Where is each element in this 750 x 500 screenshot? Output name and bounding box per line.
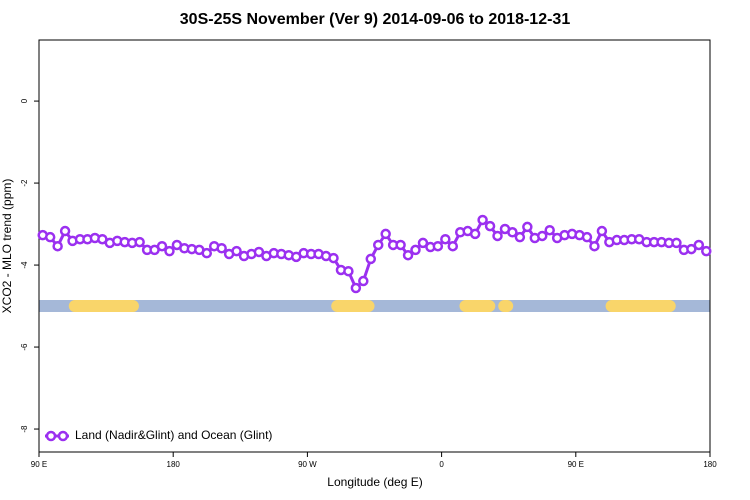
data-point [484,220,496,232]
data-point [589,240,600,252]
x-axis-label: Longitude (deg E) [327,475,422,489]
data-point [380,228,391,240]
data-point [440,233,451,245]
data-point [671,237,682,249]
data-point [231,245,242,257]
data-point [343,265,354,277]
data-point [432,240,444,252]
data-point [417,237,429,249]
plot-frame [38,39,711,453]
data-point [253,246,265,258]
data-point [469,228,481,240]
x-tick-label: 180 [167,460,181,469]
legend-marker [57,430,69,442]
data-point [216,243,227,254]
data-point [59,225,71,237]
data-point [693,239,705,251]
legend-marker [45,430,57,442]
legend-label: Land (Nadir&Glint) and Ocean (Glint) [75,428,272,442]
data-point [52,240,63,252]
data-point [686,243,697,255]
y-tick-label: -4 [20,261,29,269]
data-point [701,245,712,257]
data-point [365,253,377,265]
data-point [201,247,212,259]
data-point [544,224,555,236]
data-point [164,245,175,257]
data-point [358,275,369,287]
data-point [402,249,414,261]
data-point [507,227,518,238]
data-point [447,240,459,252]
chart-title: 30S-25S November (Ver 9) 2014-09-06 to 2… [180,11,571,28]
data-point [492,230,503,242]
x-tick-label: 180 [703,460,717,469]
y-tick-label: -2 [20,179,29,187]
y-axis-label: XCO2 - MLO trend (ppm) [0,179,14,314]
x-tick-label: 90 E [31,460,47,469]
data-point [522,221,533,233]
data-point [395,239,406,251]
data-point [596,225,608,237]
x-tick-label: 90 E [568,460,584,469]
y-tick-label: -8 [20,425,29,433]
x-tick-label: 0 [439,460,444,469]
x-tick-label: 90 W [298,460,317,469]
data-point [372,239,384,251]
y-tick-label: 0 [20,98,29,103]
data-point [410,244,421,256]
data-point [477,214,488,226]
data-point [581,231,593,243]
data-point [537,230,548,242]
y-tick-label: -6 [20,343,29,351]
data-point [328,252,339,264]
data-point [134,236,145,248]
data-point [156,240,168,252]
data-point [44,231,56,243]
data-point [350,282,362,294]
data-point [514,231,526,243]
